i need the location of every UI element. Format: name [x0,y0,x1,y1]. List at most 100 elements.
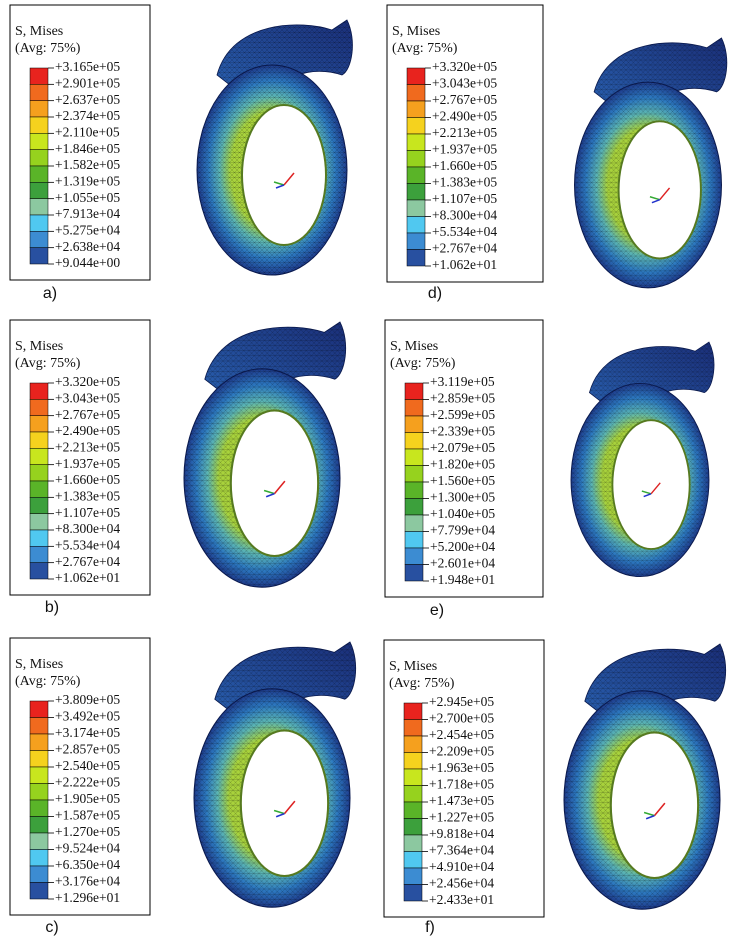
color-band [30,734,48,751]
legend-label: +1.963e+05 [429,760,494,775]
legend-label: +2.638e+04 [55,239,120,254]
color-band [405,416,423,433]
color-band [30,767,48,784]
legend-label: +1.905e+05 [55,791,120,806]
color-band [407,184,425,201]
color-band [30,68,48,84]
color-band [405,449,423,466]
color-band [407,85,425,102]
legend-label: +1.937e+05 [432,142,497,157]
color-band [30,850,48,867]
color-band [405,565,423,582]
color-band [30,751,48,768]
legend-label: +2.767e+05 [55,407,120,422]
color-band [30,883,48,900]
legend-label: +3.809e+05 [55,692,120,707]
legend-label: +3.165e+05 [55,59,120,74]
legend-label: +1.660e+05 [55,472,120,487]
legend-label: +3.492e+05 [55,709,120,724]
panel-label: a) [43,285,57,302]
color-band [404,802,422,819]
legend-label: +2.110e+05 [55,124,120,139]
volute-hole [242,105,326,245]
legend-label: +1.062e+01 [55,570,120,585]
color-band [405,548,423,565]
color-band [407,68,425,85]
color-band [407,217,425,234]
legend-label: +2.901e+05 [55,75,120,90]
color-band [407,118,425,135]
legend-label: +1.107e+05 [55,505,120,520]
legend-label: +7.364e+04 [429,843,494,858]
legend-label: +5.534e+04 [55,537,120,552]
legend-label: +1.560e+05 [430,473,495,488]
legend-label: +2.599e+05 [430,407,495,422]
color-band [30,150,48,166]
color-band [30,497,48,513]
legend-label: +3.176e+04 [55,874,120,889]
legend-label: +2.374e+05 [55,108,120,123]
panel-label: b) [45,599,59,616]
color-band [405,482,423,499]
legend-label: +1.055e+05 [55,190,120,205]
legend-label: +2.767e+04 [55,554,120,569]
legend-label: +1.107e+05 [432,191,497,206]
legend-label: +1.383e+05 [55,488,120,503]
legend-label: +9.818e+04 [429,826,494,841]
panel: S, Mises(Avg: 75%)+3.809e+05+3.492e+05+3… [10,638,356,936]
legend-label: +2.454e+05 [429,727,494,742]
color-band [404,885,422,902]
color-band [30,101,48,117]
legend-title: S, Mises [389,659,437,674]
volute-hole [619,121,701,258]
legend-label: +8.300e+04 [55,521,120,536]
color-band [407,151,425,168]
legend-label: +1.062e+01 [432,257,497,272]
legend-label: +1.582e+05 [55,157,120,172]
legend-label: +2.079e+05 [430,440,495,455]
color-band [30,481,48,497]
color-band [404,720,422,737]
color-band [405,532,423,549]
legend-label: +5.275e+04 [55,222,120,237]
color-band [30,84,48,100]
color-band [30,383,48,399]
color-band [404,786,422,803]
legend-subtitle: (Avg: 75%) [15,674,81,689]
legend-label: +2.767e+04 [432,241,497,256]
legend-label: +5.534e+04 [432,224,497,239]
legend-label: +1.718e+05 [429,777,494,792]
panel: S, Mises(Avg: 75%)+2.945e+05+2.700e+05+2… [384,640,726,936]
legend-title: S, Mises [15,339,63,354]
volute-model [197,20,352,275]
volute-hole [231,410,318,556]
color-band [405,383,423,400]
color-band [30,416,48,432]
color-band [404,852,422,869]
volute-hole [241,730,328,876]
color-band [407,250,425,267]
color-band [30,514,48,530]
legend-label: +2.209e+05 [429,744,494,759]
legend-label: +2.456e+04 [429,876,494,891]
legend-title: S, Mises [392,24,440,39]
volute-model [575,38,727,288]
color-band [30,215,48,231]
legend-label: +1.660e+05 [432,158,497,173]
panel: S, Mises(Avg: 75%)+3.119e+05+2.859e+05+2… [385,320,714,619]
legend-label: +1.846e+05 [55,141,120,156]
legend-label: +2.601e+04 [430,556,495,571]
legend-label: +2.767e+05 [432,92,497,107]
color-band [30,866,48,883]
color-band [405,466,423,483]
color-band [30,784,48,801]
legend-title: S, Mises [15,24,63,39]
volute-model [571,342,714,577]
color-band [405,433,423,450]
color-band [30,833,48,850]
color-band [407,200,425,217]
legend-label: +2.859e+05 [430,391,495,406]
color-band [405,499,423,516]
legend-label: +3.119e+05 [430,374,495,389]
color-band [407,101,425,118]
